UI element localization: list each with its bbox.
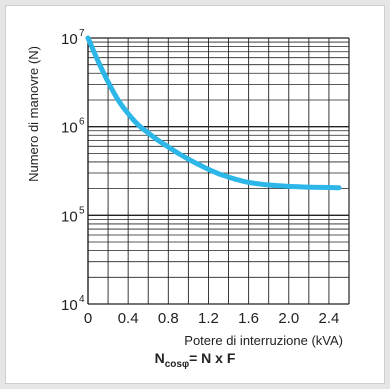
y-tick-label: 10 7 [61, 28, 85, 48]
x-tick-label: 0.8 [158, 310, 179, 327]
chart-panel [5, 5, 385, 384]
y-axis-label: Numero di manovre (N) [26, 46, 41, 182]
series-layer [85, 35, 342, 191]
x-tick-label: 1.6 [238, 310, 259, 327]
x-tick-label: 0.4 [118, 310, 139, 327]
y-tick-exponent: 6 [79, 117, 85, 128]
x-tick-label: 2.4 [318, 310, 339, 327]
formula-subscript: cosφ [164, 359, 190, 370]
y-tick-base: 10 [61, 297, 78, 314]
y-tick-base: 10 [61, 208, 78, 225]
x-axis-label: Potere di interruzione (kVA) [184, 333, 343, 348]
y-tick-label: 10 6 [61, 117, 85, 137]
y-tick-base: 10 [61, 120, 78, 137]
formula-rest: = N x F [189, 350, 236, 366]
y-tick-exponent: 4 [79, 294, 85, 305]
y-tick-base: 10 [61, 31, 78, 48]
x-tick-label: 0 [84, 310, 92, 327]
y-tick-label: 10 4 [61, 294, 85, 314]
y-tick-exponent: 5 [79, 205, 85, 216]
series-line [85, 35, 342, 191]
y-tick-label: 10 5 [61, 205, 85, 225]
x-tick-label: 1.2 [198, 310, 219, 327]
grid [87, 37, 350, 305]
x-tick-label: 2.0 [278, 310, 299, 327]
y-tick-exponent: 7 [79, 28, 85, 39]
formula: Ncosφ= N x F [0, 350, 390, 370]
formula-main: N [154, 350, 165, 366]
